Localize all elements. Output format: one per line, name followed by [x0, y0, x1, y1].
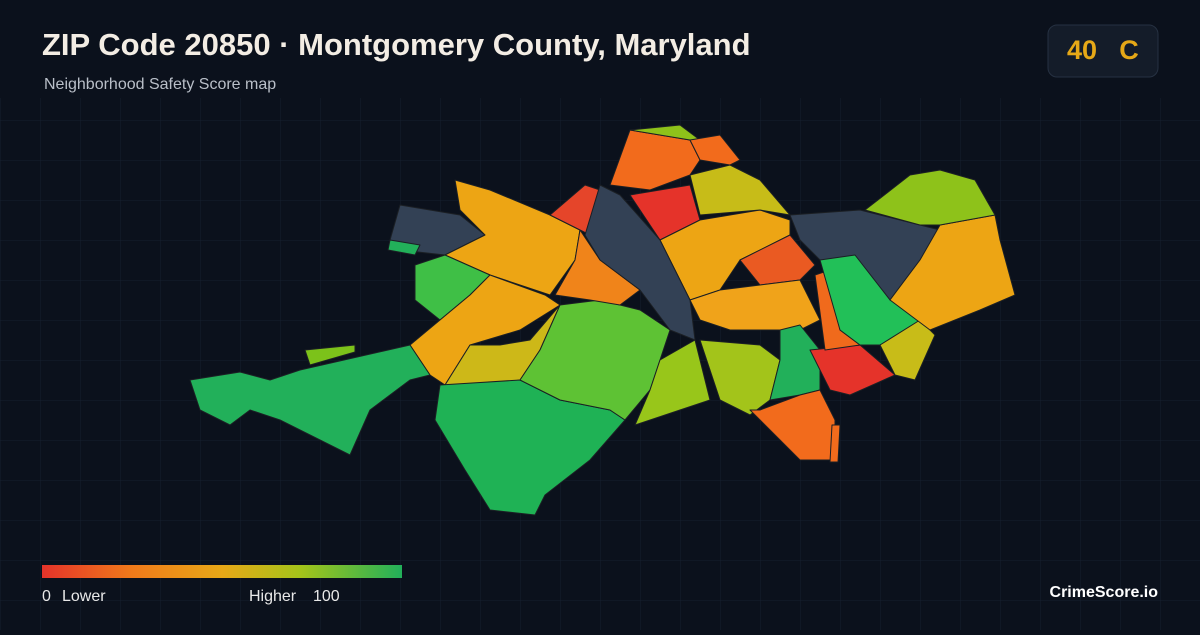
- score-value: 40: [1067, 35, 1097, 65]
- region: [879, 319, 936, 381]
- map: [189, 124, 1016, 516]
- region: [304, 344, 356, 366]
- region: [889, 214, 1016, 331]
- region: [387, 239, 421, 256]
- river-area: [584, 184, 696, 341]
- region: [519, 299, 671, 421]
- legend-max-label: Higher: [249, 588, 297, 605]
- region: [689, 134, 741, 166]
- legend-min: 0: [42, 588, 51, 605]
- legend-scale: [42, 565, 402, 578]
- region: [829, 424, 841, 463]
- region: [739, 234, 816, 286]
- region: [189, 344, 431, 456]
- region: [634, 339, 711, 426]
- score-box: [1047, 24, 1159, 78]
- region: [864, 169, 996, 226]
- legend-max: 100: [313, 588, 340, 605]
- brand: CrimeScore.io: [1050, 584, 1159, 601]
- region: [689, 279, 821, 331]
- score-grade: C: [1119, 35, 1139, 65]
- legend-min-label: Lower: [62, 588, 106, 605]
- title: ZIP Code 20850 · Montgomery County, Mary…: [42, 27, 751, 62]
- region: [444, 179, 581, 296]
- subtitle: Neighborhood Safety Score map: [44, 76, 276, 93]
